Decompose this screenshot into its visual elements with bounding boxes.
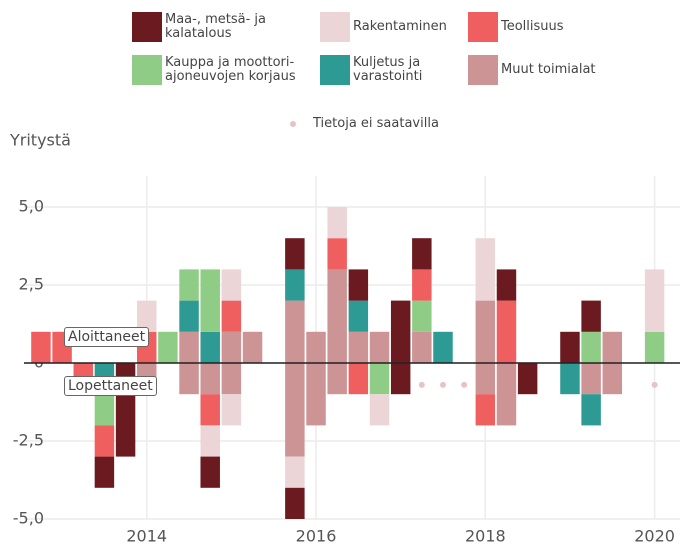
bar-segment (95, 394, 114, 425)
bar-segment (497, 363, 516, 425)
x-tick-label: 2018 (465, 527, 506, 546)
bar-segment (179, 332, 198, 363)
legend-swatch (320, 12, 350, 42)
bar-segment (222, 394, 241, 425)
bar-segment (200, 457, 219, 488)
bar-segment (222, 363, 241, 394)
y-tick-label: -2,5 (13, 431, 44, 450)
bar-segment (95, 425, 114, 456)
bar-segment (581, 332, 600, 363)
legend-label: Rakentaminen (353, 20, 458, 34)
bar-segment (222, 332, 241, 363)
bar-segment (243, 332, 262, 363)
bar-segment (433, 332, 452, 363)
bar-segment (285, 363, 304, 457)
annotation: Aloittaneet (64, 327, 149, 347)
bar-segment (349, 363, 368, 394)
x-tick-label: 2014 (126, 527, 167, 546)
bar-segment (179, 363, 198, 394)
no-data-dot (419, 382, 425, 388)
bar-segment (391, 363, 410, 394)
legend-swatch (468, 55, 498, 85)
bar-segment (327, 269, 346, 363)
bar-segment (603, 332, 622, 363)
bar-segment (581, 301, 600, 332)
legend-swatch (290, 121, 296, 127)
bar-segment (306, 332, 325, 363)
bar-segment (285, 301, 304, 363)
no-data-dot (440, 382, 446, 388)
bar-segment (158, 332, 177, 363)
x-tick-label: 2020 (634, 527, 675, 546)
bar-segment (476, 363, 495, 394)
bar-segment (581, 394, 600, 425)
bar-segment (285, 488, 304, 519)
bar-segment (581, 363, 600, 394)
legend-label: Tietoja ei saatavilla (313, 117, 439, 131)
bar-segment (412, 332, 431, 363)
bar-segment (560, 332, 579, 363)
bar-segment (476, 301, 495, 363)
bar-segment (327, 363, 346, 394)
bar-segment (285, 457, 304, 488)
bar-segment (200, 394, 219, 425)
y-axis-title: Yritystä (9, 131, 71, 150)
y-tick-label: 2,5 (19, 275, 44, 294)
bar-segment (349, 332, 368, 363)
bar-segment (200, 332, 219, 363)
bar-segment (349, 301, 368, 332)
bar-segment (412, 238, 431, 269)
bar-segment (476, 394, 495, 425)
bar-segment (497, 269, 516, 300)
legend-label: Maa-, metsä- ja kalatalous (165, 13, 285, 41)
bar-segment (518, 363, 537, 394)
bar-segment (222, 269, 241, 300)
bar-segment (306, 363, 325, 425)
bar-segment (370, 363, 389, 394)
bar-segment (200, 269, 219, 331)
bar-segment (645, 332, 664, 363)
page: Yritystä -5,0-2,502,55,02014201620182020… (0, 0, 680, 550)
y-tick-label: 5,0 (19, 197, 44, 216)
bar-segment (645, 269, 664, 331)
y-tick-label: -5,0 (13, 509, 44, 528)
legend-label: Kauppa ja moottori-ajoneuvojen korjaus (165, 56, 315, 84)
bar-segment (412, 269, 431, 300)
legend-label: Kuljetus ja varastointi (353, 56, 458, 84)
bar-segment (476, 238, 495, 300)
bar-segment (285, 269, 304, 300)
bar-segment (179, 269, 198, 300)
bar-segment (349, 269, 368, 300)
bar-segment (285, 238, 304, 269)
bar-segment (200, 363, 219, 394)
bar-segment (222, 301, 241, 332)
bar-segment (370, 332, 389, 363)
legend-swatch (132, 12, 162, 42)
legend-swatch (132, 55, 162, 85)
bar-segment (412, 301, 431, 332)
bar-segment (95, 457, 114, 488)
legend-label: Teollisuus (501, 20, 631, 34)
bar-segment (327, 207, 346, 238)
bar-segment (391, 301, 410, 363)
legend-label: Muut toimialat (501, 63, 631, 77)
bar-segment (603, 363, 622, 394)
x-tick-label: 2016 (296, 527, 337, 546)
legend-swatch (320, 55, 350, 85)
bar-segment (31, 332, 50, 363)
no-data-dot (652, 382, 658, 388)
bar-segment (200, 425, 219, 456)
bar-segment (370, 394, 389, 425)
legend-swatch (468, 12, 498, 42)
no-data-dot (461, 382, 467, 388)
bar-segment (179, 301, 198, 332)
bar-segment (327, 238, 346, 269)
bar-segment (497, 301, 516, 363)
bar-segment (560, 363, 579, 394)
annotation: Lopettaneet (64, 376, 157, 396)
